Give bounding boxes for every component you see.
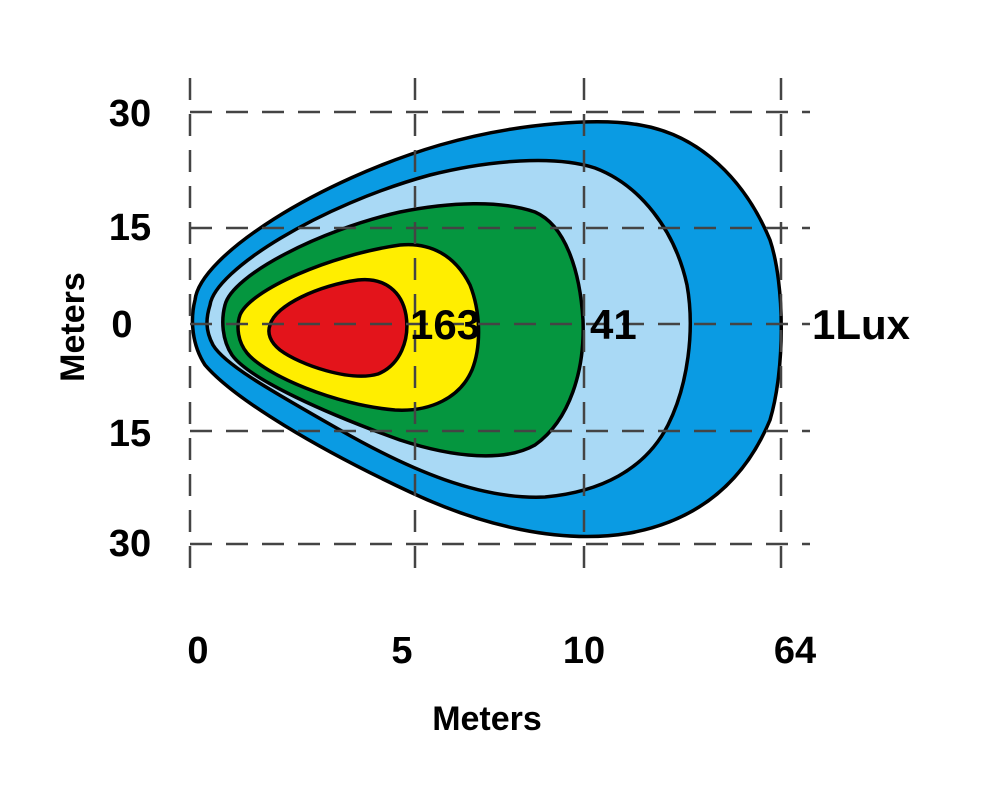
x-axis-label: Meters bbox=[432, 700, 542, 738]
y-tick-0: 0 bbox=[111, 304, 132, 346]
y-tick-15-top: 15 bbox=[109, 207, 151, 249]
y-tick-15-bottom: 15 bbox=[109, 413, 151, 455]
lux-label-41: 41 bbox=[590, 301, 637, 348]
grid-lines bbox=[188, 78, 810, 580]
lux-label-1: 1Lux bbox=[812, 301, 911, 348]
y-axis-label: Meters bbox=[54, 272, 92, 382]
x-axis-ticks: 0 5 10 64 bbox=[187, 630, 816, 672]
beam-zones bbox=[190, 120, 783, 539]
lux-label-163: 163 bbox=[410, 301, 480, 348]
lux-labels: 163 41 1Lux bbox=[410, 301, 911, 348]
y-axis-ticks: 30 15 0 15 30 bbox=[109, 93, 151, 565]
x-tick-10: 10 bbox=[563, 630, 605, 672]
y-tick-30-top: 30 bbox=[109, 93, 151, 135]
red-zone bbox=[267, 277, 409, 378]
y-tick-30-bottom: 30 bbox=[109, 523, 151, 565]
x-tick-5: 5 bbox=[391, 630, 412, 672]
x-tick-0: 0 bbox=[187, 630, 208, 672]
x-tick-64: 64 bbox=[774, 630, 816, 672]
